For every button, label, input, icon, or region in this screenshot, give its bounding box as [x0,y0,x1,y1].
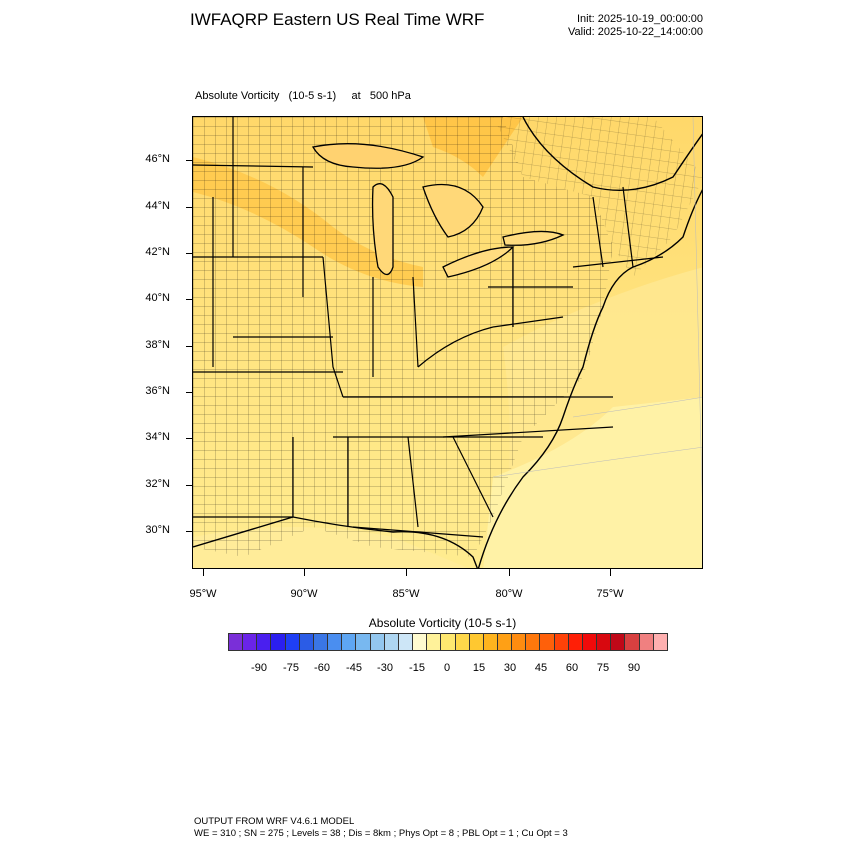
colorbar-swatch [356,634,371,650]
lat-label-36n: 36°N [145,385,170,397]
lon-label-90w: 90°W [290,588,318,600]
init-time: Init: 2025-10-19_00:00:00 [577,13,703,25]
graticule [492,117,702,498]
colorbar-swatch [653,634,667,650]
colorbar-title: Absolute Vorticity (10-5 s-1) [368,616,517,630]
model-footer: OUTPUT FROM WRF V4.6.1 MODEL WE = 310 ; … [194,816,568,840]
colorbar-swatch [285,634,300,650]
colorbar-swatch [455,634,470,650]
lat-tick [186,485,192,486]
colorbar-swatch [271,634,286,650]
ocean-low-field [483,397,702,568]
colorbar-label: -45 [346,662,362,674]
coastline [193,117,702,568]
lat-label-40n: 40°N [145,292,170,304]
colorbar-swatch [342,634,357,650]
colorbar-swatch [568,634,583,650]
colorbar-swatch [639,634,654,650]
lon-tick [610,569,611,576]
colorbar-swatch [597,634,612,650]
colorbar-label: 0 [443,662,451,674]
lat-tick [186,160,192,161]
colorbar-swatch [398,634,414,650]
colorbar-swatch [526,634,541,650]
colorbar-swatch [582,634,598,650]
footer-config: WE = 310 ; SN = 275 ; Levels = 38 ; Dis … [194,828,568,839]
colorbar-swatch [313,634,329,650]
lake-michigan [371,183,394,276]
colorbar-label: -90 [251,662,267,674]
lat-label-32n: 32°N [145,478,170,490]
colorbar-label: -30 [377,662,393,674]
colorbar-label: 15 [472,662,486,674]
run-times: Init: 2025-10-19_00:00:00 Valid: 2025-10… [568,13,703,39]
colorbar-swatch [497,634,513,650]
state-boundaries [193,117,664,538]
footer-model: OUTPUT FROM WRF V4.6.1 MODEL [194,816,355,827]
valid-time: Valid: 2025-10-22_14:00:00 [568,26,703,38]
lon-label-85w: 85°W [392,588,420,600]
lat-label-46n: 46°N [145,153,170,165]
lon-label-80w: 80°W [495,588,523,600]
colorbar-label: -75 [283,662,299,674]
field-label: Absolute Vorticity (10-5 s-1) at 500 hPa [195,90,411,102]
map-plot [192,116,703,569]
colorbar-swatch [611,634,626,650]
colorbar-swatch [257,634,272,650]
lon-tick [203,569,204,576]
lat-tick [186,346,192,347]
lon-tick [304,569,305,576]
lake-ontario [502,230,565,246]
colorbar-swatch [413,634,428,650]
colorbar-swatch [243,634,258,650]
northeast-counties [493,117,702,277]
colorbar-label: 90 [627,662,641,674]
colorbar-swatch [512,634,527,650]
colorbar-swatch [469,634,484,650]
colorbar-swatch [483,634,498,650]
colorbar-label: 60 [565,662,579,674]
colorbar-swatch [427,634,442,650]
lake-superior [311,143,425,169]
lat-label-44n: 44°N [145,200,170,212]
county-boundaries [193,117,613,557]
lat-tick [186,207,192,208]
lat-label-30n: 30°N [145,524,170,536]
lat-tick [186,531,192,532]
colorbar-label: -60 [314,662,330,674]
colorbar-swatch [229,634,244,650]
lat-tick [186,253,192,254]
colorbar-swatch [299,634,314,650]
colorbar-swatch [384,634,399,650]
colorbar-label: -15 [409,662,425,674]
lon-label-95w: 95°W [189,588,217,600]
lat-tick [186,392,192,393]
lat-tick [186,438,192,439]
map-title: IWFAQRP Eastern US Real Time WRF [190,10,485,29]
colorbar-swatch [441,634,456,650]
colorbar-label: 30 [503,662,517,674]
colorbar-swatch [370,634,385,650]
colorbar-swatch [625,634,640,650]
colorbar-swatch [540,634,555,650]
colorbar-swatch [554,634,569,650]
lat-label-42n: 42°N [145,246,170,258]
colorbar-label: 75 [596,662,610,674]
colorbar-swatch [328,634,343,650]
map-svg [193,117,702,568]
lat-label-38n: 38°N [145,339,170,351]
lon-label-75w: 75°W [596,588,624,600]
lon-tick [509,569,510,576]
colorbar [228,633,668,651]
lat-label-34n: 34°N [145,431,170,443]
colorbar-label: 45 [534,662,548,674]
lon-tick [406,569,407,576]
lat-tick [186,299,192,300]
lake-huron [422,183,484,238]
